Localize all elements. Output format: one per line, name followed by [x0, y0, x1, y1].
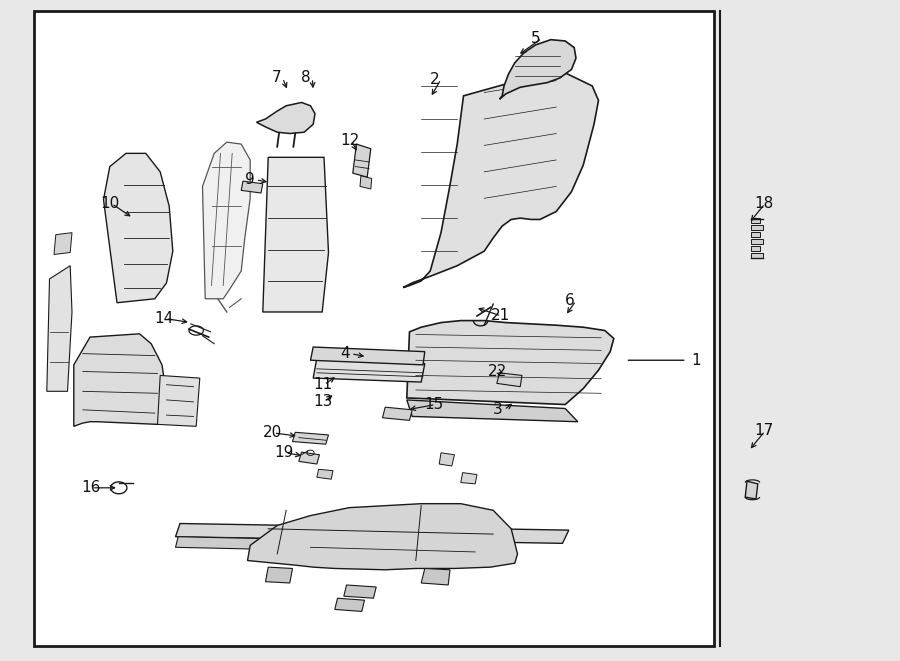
Polygon shape [263, 157, 328, 312]
Bar [34, 11, 714, 646]
Text: 17: 17 [754, 424, 773, 438]
Polygon shape [461, 473, 477, 484]
Polygon shape [439, 453, 454, 466]
Text: 8: 8 [302, 71, 311, 85]
Polygon shape [382, 407, 412, 420]
Polygon shape [176, 524, 569, 543]
Text: 7: 7 [272, 71, 282, 85]
Text: 14: 14 [155, 311, 174, 326]
Polygon shape [104, 153, 173, 303]
Polygon shape [317, 469, 333, 479]
Polygon shape [176, 537, 479, 554]
Text: 21: 21 [491, 309, 509, 323]
Polygon shape [299, 452, 320, 464]
Text: 11: 11 [313, 377, 332, 392]
Polygon shape [497, 373, 522, 387]
Text: 4: 4 [340, 346, 350, 361]
Text: 5: 5 [531, 31, 541, 46]
Text: 3: 3 [493, 403, 503, 417]
Text: 6: 6 [565, 293, 575, 308]
Polygon shape [313, 358, 425, 382]
Text: 19: 19 [274, 446, 294, 460]
Polygon shape [751, 253, 763, 258]
Polygon shape [344, 585, 376, 598]
Polygon shape [751, 232, 760, 237]
Polygon shape [241, 181, 263, 193]
Polygon shape [751, 246, 760, 251]
Polygon shape [751, 218, 760, 223]
Text: 16: 16 [81, 481, 101, 495]
Polygon shape [310, 347, 425, 365]
Text: 2: 2 [430, 72, 440, 87]
Polygon shape [353, 144, 371, 177]
Text: 10: 10 [101, 196, 120, 211]
Text: 12: 12 [340, 133, 359, 147]
Polygon shape [248, 504, 518, 570]
Polygon shape [54, 233, 72, 254]
Text: 20: 20 [263, 426, 282, 440]
Polygon shape [74, 334, 166, 426]
Polygon shape [202, 142, 250, 299]
Text: 15: 15 [425, 397, 444, 412]
Polygon shape [360, 176, 372, 189]
Text: 9: 9 [245, 173, 255, 187]
Polygon shape [335, 598, 365, 611]
Polygon shape [266, 567, 292, 583]
Polygon shape [47, 266, 72, 391]
Polygon shape [158, 375, 200, 426]
Polygon shape [421, 568, 450, 585]
Text: 22: 22 [488, 364, 507, 379]
Polygon shape [407, 321, 614, 405]
Polygon shape [407, 400, 578, 422]
Polygon shape [403, 69, 598, 288]
Text: 1: 1 [691, 353, 701, 368]
Polygon shape [745, 481, 758, 499]
Polygon shape [292, 432, 328, 444]
Polygon shape [751, 239, 763, 244]
Polygon shape [751, 225, 763, 230]
Text: 18: 18 [754, 196, 773, 211]
Polygon shape [500, 40, 576, 99]
Text: 13: 13 [313, 395, 333, 409]
Polygon shape [256, 102, 315, 134]
